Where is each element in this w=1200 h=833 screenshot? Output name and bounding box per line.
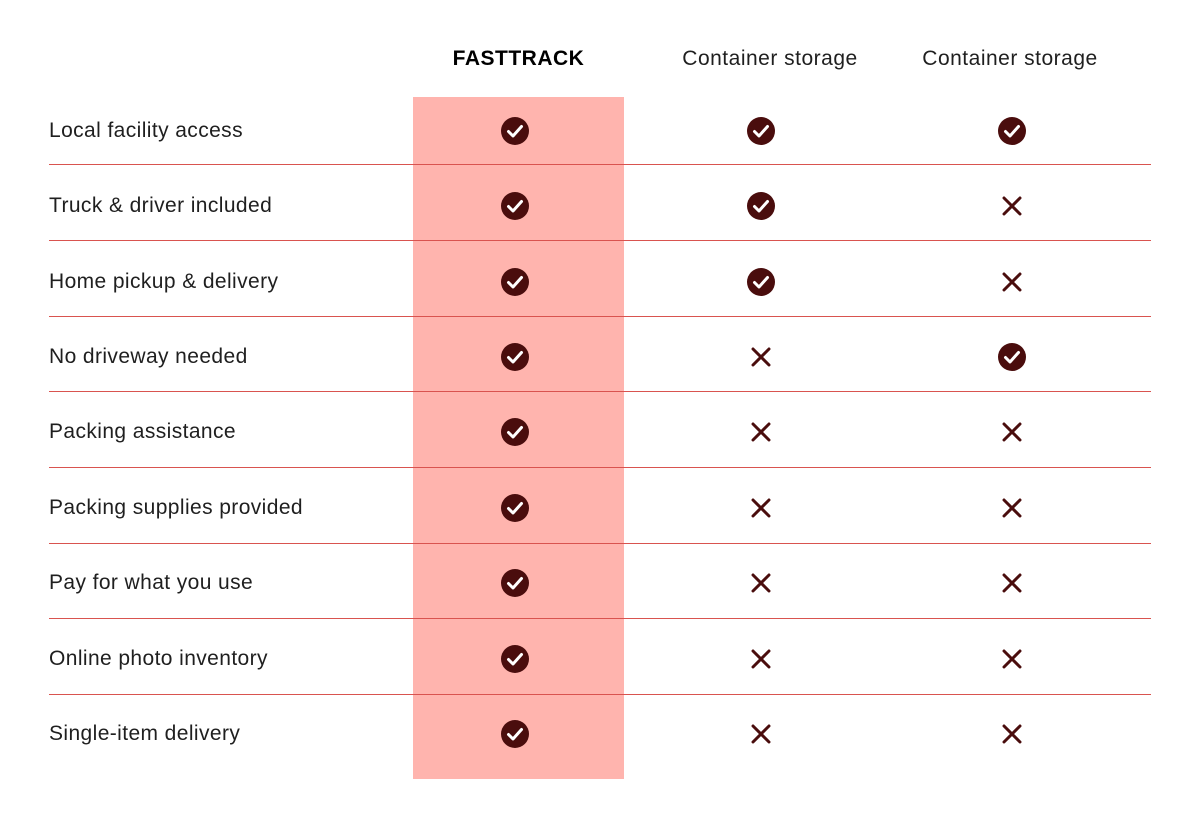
cross-icon — [745, 341, 777, 373]
feature-label: Local facility access — [49, 119, 243, 142]
check-circle-icon — [745, 190, 777, 222]
cross-icon — [996, 416, 1028, 448]
check-circle-icon — [499, 115, 531, 147]
column-header-container-storage-2: Container storage — [922, 47, 1098, 70]
cross-icon — [996, 567, 1028, 599]
check-circle-icon — [996, 341, 1028, 373]
row-divider — [49, 694, 1151, 695]
row-divider — [49, 316, 1151, 317]
check-circle-icon — [499, 718, 531, 750]
row-divider — [49, 467, 1151, 468]
cross-icon — [996, 190, 1028, 222]
cross-icon — [996, 492, 1028, 524]
table-row: Online photo inventory — [49, 625, 1151, 700]
table-row: Packing assistance — [49, 398, 1151, 473]
check-circle-icon — [499, 190, 531, 222]
row-divider — [49, 164, 1151, 165]
table-row: No driveway needed — [49, 323, 1151, 398]
check-circle-icon — [996, 115, 1028, 147]
table-row: Packing supplies provided — [49, 474, 1151, 549]
check-circle-icon — [499, 492, 531, 524]
feature-label: Home pickup & delivery — [49, 270, 279, 293]
row-divider — [49, 391, 1151, 392]
feature-label: Pay for what you use — [49, 571, 254, 594]
cross-icon — [745, 718, 777, 750]
table-row: Pay for what you use — [49, 549, 1151, 624]
cross-icon — [996, 643, 1028, 675]
cross-icon — [745, 567, 777, 599]
row-divider — [49, 618, 1151, 619]
table-row: Home pickup & delivery — [49, 248, 1151, 323]
column-header-container-storage-1: Container storage — [682, 47, 858, 70]
check-circle-icon — [499, 266, 531, 298]
feature-label: Truck & driver included — [49, 194, 273, 217]
cross-icon — [996, 718, 1028, 750]
cross-icon — [745, 492, 777, 524]
check-circle-icon — [745, 115, 777, 147]
check-circle-icon — [499, 416, 531, 448]
feature-label: Packing supplies provided — [49, 496, 303, 519]
check-circle-icon — [745, 266, 777, 298]
check-circle-icon — [499, 643, 531, 675]
row-divider — [49, 543, 1151, 544]
table-row: Local facility access — [49, 97, 1151, 172]
cross-icon — [745, 416, 777, 448]
check-circle-icon — [499, 567, 531, 599]
feature-label: Packing assistance — [49, 420, 236, 443]
cross-icon — [996, 266, 1028, 298]
table-row: Single-item delivery — [49, 700, 1151, 775]
feature-label: No driveway needed — [49, 345, 248, 368]
feature-label: Online photo inventory — [49, 647, 268, 670]
column-header-fasttrack: FASTTRACK — [452, 47, 585, 70]
check-circle-icon — [499, 341, 531, 373]
cross-icon — [745, 643, 777, 675]
feature-label: Single-item delivery — [49, 722, 241, 745]
row-divider — [49, 240, 1151, 241]
table-row: Truck & driver included — [49, 172, 1151, 247]
